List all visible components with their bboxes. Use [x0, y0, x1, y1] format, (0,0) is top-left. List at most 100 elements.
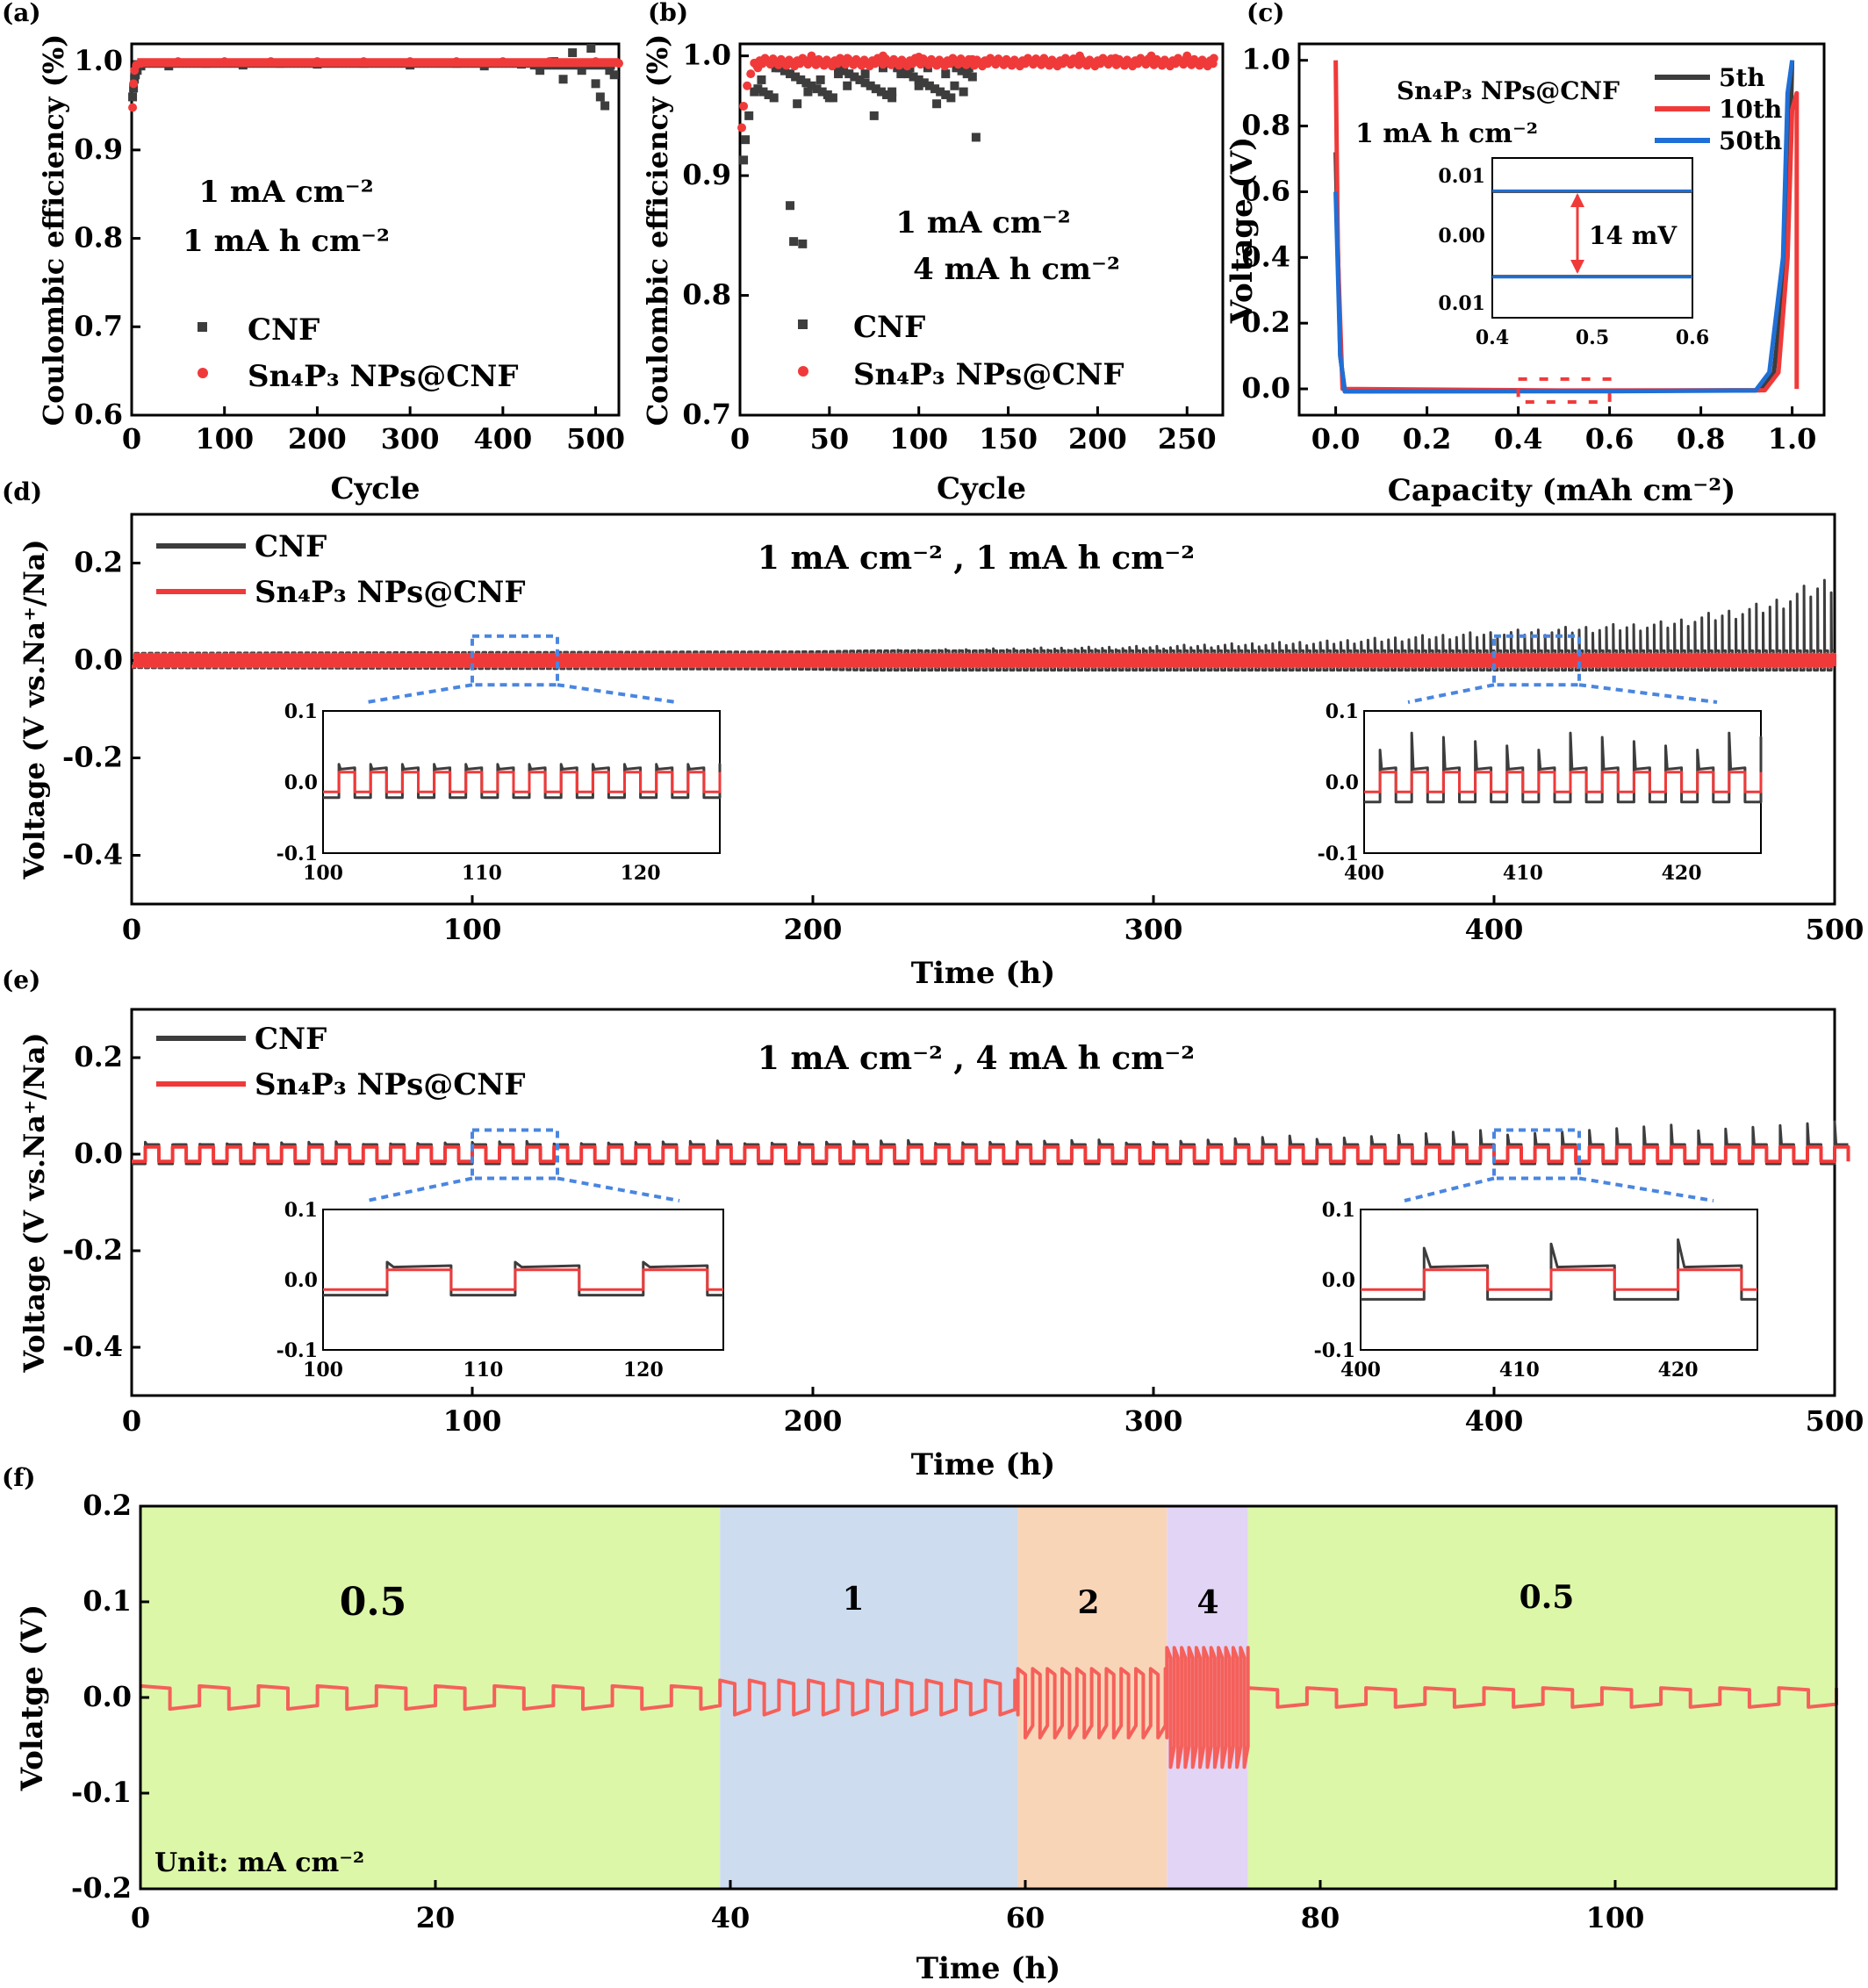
- cnf-point: [824, 93, 834, 103]
- legend-sn-marker: [798, 366, 808, 377]
- sn-point: [771, 57, 780, 67]
- panel-c-xtick-label: 0.6: [1585, 422, 1634, 456]
- panel-e-ylabel: Voltage (V vs.Na⁺/Na): [18, 1032, 51, 1373]
- inset-ytick-label: 0.00: [1438, 225, 1485, 248]
- inset-axes: [1491, 157, 1693, 319]
- panel-b-xtick-label: 200: [1068, 422, 1127, 456]
- cnf-point: [586, 44, 596, 54]
- inset-arrow-head-down: [1570, 260, 1584, 274]
- rate-region: [140, 1506, 721, 1889]
- rate-region-label: 0.5: [1520, 1579, 1575, 1616]
- panel-e-axes: [130, 1008, 1836, 1397]
- panel-d-inset-xtick-label: 420: [1662, 862, 1702, 885]
- panel-a-xtick-label: 100: [195, 422, 254, 456]
- cnf-point: [896, 69, 906, 79]
- rate-region-label: 1: [842, 1581, 864, 1618]
- panel-d-xtick-label: 100: [443, 913, 502, 946]
- panel-d-ytick-label: 0.0: [74, 643, 123, 677]
- panel-c-ytick-label: 0.0: [1241, 371, 1290, 405]
- sn-point: [753, 63, 763, 73]
- panel-d-inset-ytick-label: 0.0: [1326, 772, 1359, 794]
- cnf-point: [741, 135, 751, 145]
- panel-c-label: (c): [1247, 0, 1285, 27]
- panel-d-label: (d): [2, 477, 42, 506]
- panel-e-sn-trace: [132, 1145, 1850, 1164]
- cnf-point: [930, 84, 940, 94]
- panel-e-xtick-label: 100: [443, 1404, 502, 1438]
- cnf-point: [789, 237, 799, 247]
- cnf-point: [914, 81, 923, 90]
- panel-f-xtick-label: 80: [1301, 1901, 1340, 1934]
- panel-d-zoom-connector: [557, 683, 677, 704]
- cnf-point: [914, 75, 923, 84]
- panel-e-xtick-label: 300: [1124, 1404, 1183, 1438]
- panel-c-ytick-label: 0.4: [1241, 240, 1290, 273]
- cnf-point: [855, 75, 865, 84]
- panel-a-ytick-label: 0.8: [74, 221, 123, 255]
- panel-b-annotation-current: 1 mA cm⁻²: [895, 205, 1070, 240]
- cnf-point: [796, 75, 806, 84]
- cnf-point: [786, 201, 795, 211]
- panel-e-inset-xtick-label: 120: [623, 1359, 664, 1382]
- legend-cnf-label: CNF: [248, 312, 320, 348]
- panel-f-xlabel: Time (h): [916, 1951, 1061, 1986]
- panel-d-inset-axes: [322, 710, 721, 854]
- legend-sn-marker: [198, 368, 208, 378]
- panel-b-xtick-label: 250: [1158, 422, 1217, 456]
- panel-e-zoom-connector: [1578, 1176, 1714, 1202]
- panel-e-inset-xtick-label: 420: [1658, 1359, 1699, 1382]
- panel-a-ytick-label: 0.7: [74, 309, 123, 342]
- zoom-box: [1516, 377, 1612, 405]
- panel-c-ytick-label: 0.8: [1241, 109, 1290, 142]
- sn-point: [128, 103, 138, 112]
- panel-c-ytick-label: 1.0: [1241, 43, 1290, 76]
- panel-e-inset-axes: [1360, 1209, 1758, 1351]
- sn-point: [1146, 51, 1156, 61]
- panel-b-ytick-label: 0.8: [682, 278, 731, 312]
- panel-f-ytick-label: -0.1: [71, 1776, 132, 1809]
- panel-d-inset-ytick-label: 0.0: [284, 772, 318, 794]
- rate-region-label: 0.5: [340, 1580, 407, 1625]
- panel-d-xlabel: Time (h): [911, 956, 1056, 991]
- panel-f-ytick-label: 0.1: [83, 1584, 132, 1618]
- panel-d-inset-ytick-label: 0.1: [284, 700, 318, 723]
- sn-point: [807, 51, 816, 61]
- cnf-point: [798, 239, 808, 248]
- cnf-point: [535, 66, 545, 75]
- cnf-point: [941, 90, 951, 99]
- cnf-point: [871, 84, 880, 94]
- cnf-point: [817, 87, 827, 97]
- panel-e-inset-xtick-label: 100: [303, 1359, 343, 1382]
- panel-f-xtick-label: 60: [1006, 1901, 1045, 1934]
- rate-region-label: 4: [1196, 1584, 1218, 1621]
- panel-e-label: (e): [2, 965, 40, 994]
- panel-e-inset-ytick-label: 0.0: [284, 1269, 318, 1292]
- cnf-point: [812, 84, 822, 94]
- sn-point: [1075, 51, 1085, 61]
- cnf-point: [750, 87, 759, 97]
- cnf-point: [950, 81, 959, 90]
- cnf-point: [869, 111, 879, 120]
- panel-d-xtick-label: 300: [1124, 913, 1183, 946]
- panel-e-xtick-label: 0: [122, 1404, 141, 1438]
- sn-point: [967, 54, 977, 64]
- inset-xtick-label: 0.4: [1476, 327, 1509, 349]
- panel-e-xtick-label: 200: [784, 1404, 843, 1438]
- panel-a-ytick-label: 1.0: [74, 44, 123, 77]
- panel-d-ylabel: Voltage (V vs.Na⁺/Na): [18, 539, 51, 879]
- panel-d-ytick-label: 0.2: [74, 546, 123, 579]
- panel-a-label: (a): [2, 0, 41, 27]
- legend-cnf-marker: [798, 319, 808, 329]
- cnf-point: [764, 90, 773, 99]
- sn-point: [737, 123, 747, 133]
- panel-e-zoom-box: [1492, 1128, 1581, 1181]
- panel-e-inset-sn-trace: [1361, 1268, 1757, 1291]
- sn-point: [1110, 54, 1120, 63]
- cnf-point: [971, 133, 981, 142]
- panel-b-xtick-label: 50: [810, 422, 850, 456]
- panel-a-xtick-label: 300: [381, 422, 440, 456]
- panel-f-ytick-label: 0.2: [83, 1489, 132, 1522]
- inset-xtick-label: 0.5: [1576, 327, 1609, 349]
- sn-point: [1003, 57, 1013, 67]
